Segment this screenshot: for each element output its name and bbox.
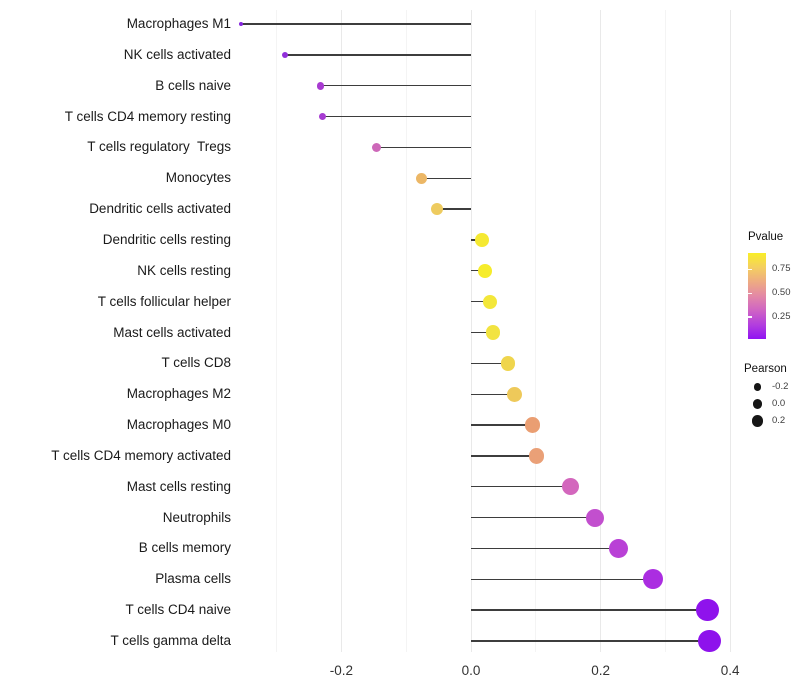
pearson-legend-dot [752, 399, 763, 409]
category-label: Mast cells resting [126, 478, 231, 494]
pvalue-tick-label: 0.50 [772, 287, 791, 299]
lollipop-dot [416, 172, 428, 184]
lollipop-dot [524, 417, 541, 433]
pearson-legend-dot [753, 383, 762, 391]
pearson-legend-label: 0.2 [772, 415, 786, 426]
category-label: NK cells activated [123, 46, 231, 62]
pvalue-tick-mark [748, 292, 752, 294]
category-label: Mast cells activated [113, 324, 231, 340]
category-label: Macrophages M2 [126, 386, 231, 402]
lollipop-dot [475, 233, 489, 247]
lollipop-stem [471, 331, 494, 334]
gridline-major [470, 10, 472, 652]
category-label: T cells CD4 naive [125, 602, 231, 618]
gridline-major [340, 10, 342, 652]
gridline-major [600, 10, 602, 652]
category-label: T cells CD4 memory resting [64, 108, 231, 124]
pvalue-tick-label: 0.25 [772, 311, 791, 323]
lollipop-dot [485, 325, 501, 340]
lollipop-stem [471, 270, 486, 272]
x-tick-label: 0.4 [720, 663, 740, 678]
lollipop-dot [696, 598, 719, 622]
lollipop-stem [421, 177, 471, 179]
lollipop-stem [471, 578, 654, 580]
lollipop-stem [471, 362, 508, 365]
lollipop-dot [642, 569, 664, 590]
lollipop-dot [561, 478, 579, 496]
lollipop-dot [609, 538, 629, 558]
lollipop-stem [471, 486, 571, 488]
lollipop-dot [281, 51, 289, 58]
gridline-minor [535, 10, 537, 652]
gridline-minor [276, 10, 278, 652]
category-label: Plasma cells [155, 571, 231, 587]
lollipop-stem [471, 609, 708, 611]
lollipop-dot [586, 508, 605, 527]
category-label: B cells memory [138, 540, 231, 556]
pearson-legend-label: 0.0 [772, 398, 786, 409]
lollipop-stem [322, 115, 471, 118]
lollipop-stem [471, 640, 710, 642]
x-tick-label: 0.0 [461, 663, 481, 678]
category-label: T cells regulatory Tregs [87, 139, 231, 155]
lollipop-stem [471, 393, 515, 395]
category-label: NK cells resting [137, 262, 231, 278]
lollipop-stem [240, 23, 471, 25]
category-label: T cells follicular helper [97, 293, 231, 309]
pearson-legend-dot [751, 415, 764, 427]
category-label: Macrophages M0 [126, 417, 231, 433]
pearson-legend-label: -0.2 [772, 381, 789, 392]
pvalue-tick-mark [748, 268, 752, 270]
pearson-legend-title: Pearson [744, 363, 787, 375]
category-label: T cells CD4 memory activated [51, 447, 231, 463]
pvalue-tick-label: 0.75 [772, 263, 791, 275]
gridline-major [729, 10, 731, 652]
lollipop-dot [500, 355, 516, 371]
lollipop-dot [316, 81, 325, 90]
lollipop-stem [320, 85, 471, 87]
category-label: Dendritic cells resting [102, 231, 231, 247]
lollipop-stem [437, 208, 471, 210]
x-tick-label: 0.2 [591, 663, 610, 678]
lollipop-dot [431, 203, 444, 216]
category-label: T cells gamma delta [110, 633, 231, 648]
category-label: B cells naive [155, 77, 231, 93]
pvalue-gradient-bar [748, 253, 766, 339]
lollipop-dot [318, 112, 327, 121]
lollipop-dot [482, 294, 497, 309]
lollipop-stem [471, 424, 533, 426]
lollipop-stem [471, 455, 537, 457]
lollipop-dot [506, 386, 522, 402]
pvalue-legend-title: Pvalue [748, 231, 784, 243]
category-label: Monocytes [165, 170, 231, 186]
x-tick-label: -0.2 [329, 663, 354, 678]
lollipop-dot [698, 629, 721, 653]
lollipop-dot [528, 447, 545, 464]
lollipop-dot [238, 21, 244, 27]
category-label: T cells CD8 [161, 355, 231, 371]
pvalue-tick-mark [748, 316, 752, 318]
category-label: Neutrophils [162, 509, 231, 525]
lollipop-stem [471, 516, 596, 519]
gridline-minor [664, 10, 666, 652]
category-label: Dendritic cells activated [89, 201, 231, 217]
gridline-minor [405, 10, 407, 652]
lollipop-dot [371, 142, 382, 153]
lollipop-stem [471, 300, 490, 303]
lollipop-stem [471, 547, 619, 550]
category-label: Macrophages M1 [126, 16, 231, 31]
lollipop-stem [285, 54, 471, 56]
lollipop-dot [478, 263, 493, 278]
lollipop-stem [376, 146, 471, 149]
